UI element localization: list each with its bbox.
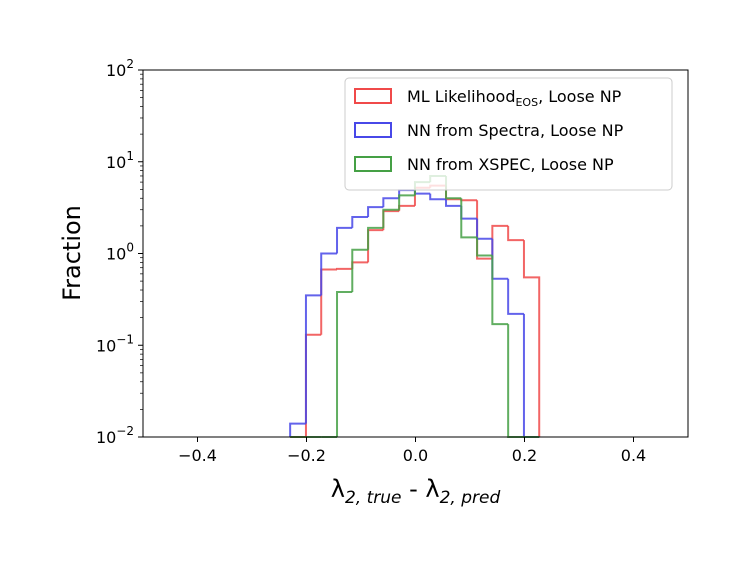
histogram-bin xyxy=(460,198,478,239)
x-tick-label: 0.4 xyxy=(621,446,646,465)
y-tick-base: 10 xyxy=(106,61,126,80)
histogram-bin xyxy=(304,333,322,437)
histogram-bin xyxy=(351,215,369,228)
legend-swatch xyxy=(354,88,392,104)
histogram-bin xyxy=(460,199,478,202)
x-label-sub: 2, pred xyxy=(440,488,501,508)
y-tick-base: 10 xyxy=(96,336,116,355)
histogram-bin xyxy=(398,204,415,212)
y-tick-exp: −2 xyxy=(116,424,134,438)
histogram-bin xyxy=(460,205,478,220)
legend-label: NN from XSPEC, Loose NP xyxy=(407,155,614,174)
histogram-bin xyxy=(398,194,415,210)
histogram-bin xyxy=(351,261,369,269)
legend-name: NN from XSPEC, Loose NP xyxy=(407,155,614,174)
histogram-bin xyxy=(367,226,384,250)
legend-swatch xyxy=(354,156,392,172)
y-tick-exp: 1 xyxy=(126,149,134,163)
x-axis-label: λ2, true - λ2, pred xyxy=(331,475,501,508)
x-tick-label: −0.4 xyxy=(178,446,217,465)
legend-name: ML Likelihood xyxy=(407,87,515,106)
x-label-part: λ xyxy=(331,475,345,503)
histogram-bin xyxy=(336,267,353,270)
legend-box xyxy=(344,77,673,191)
histogram-series xyxy=(290,184,541,438)
legend-label: NN from Spectra, Loose NP xyxy=(407,121,624,140)
y-tick-label: 10−1 xyxy=(96,332,134,355)
x-label-part: - xyxy=(401,475,425,503)
histogram-bin xyxy=(445,199,462,207)
legend-label: ML LikelihoodEOS, Loose NP xyxy=(407,87,622,109)
histogram-bin xyxy=(413,190,431,195)
x-tick-label: 0.0 xyxy=(403,446,428,465)
legend-name: NN from Spectra, Loose NP xyxy=(407,121,624,140)
histogram-bin xyxy=(476,237,493,257)
histogram-bin xyxy=(320,268,338,335)
histogram-bin xyxy=(507,225,524,242)
histogram-bin xyxy=(522,240,541,437)
histogram-bin xyxy=(367,229,384,263)
histogram-bin xyxy=(491,255,509,326)
histogram-series xyxy=(290,174,540,438)
y-tick-base: 10 xyxy=(106,153,126,172)
histogram-bin xyxy=(382,197,400,208)
histogram-bin xyxy=(476,218,493,240)
histogram-bin xyxy=(289,422,306,437)
histogram-bin xyxy=(336,291,353,437)
histogram-bin xyxy=(507,324,524,438)
histogram-bin xyxy=(476,200,493,260)
x-tick-label: 0.2 xyxy=(512,446,537,465)
y-tick-label: 101 xyxy=(106,149,134,172)
y-tick-exp: −1 xyxy=(116,332,134,346)
histogram-bin xyxy=(398,189,415,199)
y-tick-base: 10 xyxy=(106,245,126,264)
histogram-bin xyxy=(304,294,322,424)
histogram-bin xyxy=(522,313,540,438)
histogram-bin xyxy=(491,224,509,259)
x-label-part: λ xyxy=(425,475,439,503)
histogram-bin xyxy=(382,210,400,231)
histogram-bin xyxy=(382,208,400,228)
histogram-bin xyxy=(507,278,524,315)
y-tick-exp: 2 xyxy=(126,57,134,71)
histogram-bin xyxy=(320,252,338,296)
y-tick-label: 102 xyxy=(106,57,134,80)
histogram-bin xyxy=(413,186,431,206)
x-tick-label: −0.2 xyxy=(287,446,326,465)
histogram-series xyxy=(289,189,540,438)
histogram-bin xyxy=(367,206,384,217)
histogram-bin xyxy=(336,226,353,254)
y-tick-exp: 0 xyxy=(126,241,134,255)
y-tick-label: 100 xyxy=(106,241,134,264)
legend-suffix: , Loose NP xyxy=(538,87,622,106)
histogram-bin xyxy=(491,238,509,280)
histogram-bin xyxy=(429,193,447,201)
histogram-bin xyxy=(351,248,369,293)
x-label-sub: 2, true xyxy=(345,488,402,508)
y-tick-label: 10−2 xyxy=(96,424,134,447)
y-tick-base: 10 xyxy=(96,428,116,447)
legend-subscript: EOS xyxy=(515,96,538,109)
y-axis-label: Fraction xyxy=(58,205,86,301)
legend-swatch xyxy=(354,122,392,138)
